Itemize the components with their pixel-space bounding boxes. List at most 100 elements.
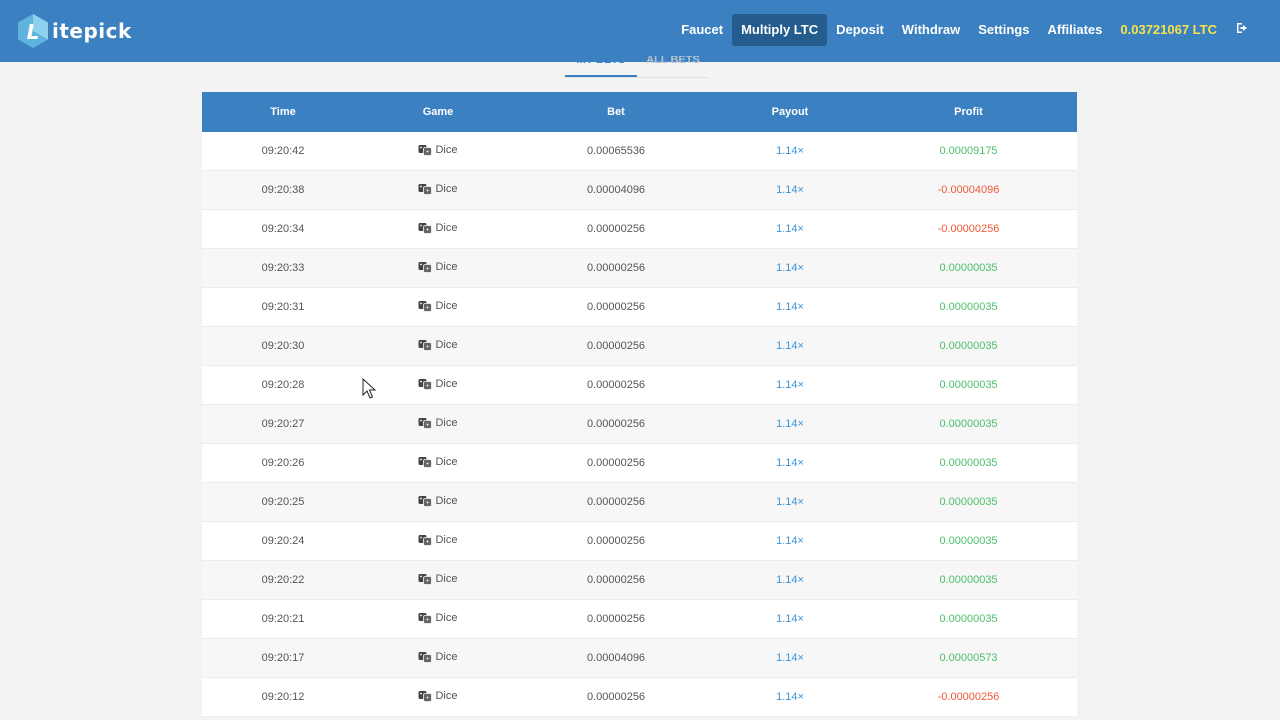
column-header-bet: Bet (607, 106, 625, 118)
bet-profit: -0.00000256 (937, 691, 1000, 703)
dice-icon (418, 690, 433, 702)
bet-game: Dice (364, 612, 512, 627)
game-name: Dice (435, 143, 458, 156)
bet-game: Dice (364, 300, 512, 315)
game-name: Dice (435, 650, 458, 663)
logout-button[interactable] (1226, 14, 1260, 46)
bet-time: 09:20:21 (261, 613, 305, 625)
nav-affiliates[interactable]: Affiliates (1047, 22, 1103, 37)
table-row: 09:20:33 Dice 0.00000256 1.14× 0.00000035 (202, 249, 1077, 288)
dice-icon (418, 651, 433, 663)
tab-all-bets[interactable]: ALL BETS (646, 56, 700, 66)
dice-icon (418, 183, 433, 195)
table-row: 09:20:42 Dice 0.00065536 1.14× 0.00009175 (202, 132, 1077, 171)
bet-game: Dice (364, 573, 512, 588)
game-name: Dice (435, 338, 458, 351)
bet-payout: 1.14× (776, 418, 804, 430)
bet-payout: 1.14× (776, 457, 804, 469)
game-name: Dice (435, 299, 458, 312)
bet-time: 09:20:34 (261, 223, 305, 235)
litecoin-hexagon-icon: L (16, 13, 50, 49)
bet-time: 09:20:31 (261, 301, 305, 313)
game-name: Dice (435, 416, 458, 429)
nav-settings[interactable]: Settings (978, 22, 1030, 37)
bet-profit: 0.00000035 (939, 574, 998, 586)
game-name: Dice (435, 494, 458, 507)
dice-icon (418, 378, 433, 390)
balance-display: 0.03721067 LTC (1120, 22, 1217, 37)
bet-payout: 1.14× (776, 184, 804, 196)
bet-game: Dice (364, 378, 512, 393)
nav-deposit[interactable]: Deposit (836, 22, 884, 37)
bet-amount: 0.00000256 (586, 535, 646, 547)
table-row: 09:20:28 Dice 0.00000256 1.14× 0.00000035 (202, 366, 1077, 405)
bet-profit: 0.00000573 (939, 652, 998, 664)
game-name: Dice (435, 611, 458, 624)
bet-amount: 0.00000256 (586, 223, 646, 235)
bet-amount: 0.00004096 (586, 184, 646, 196)
bet-time: 09:20:38 (261, 184, 305, 196)
dice-icon (418, 339, 433, 351)
bet-time: 09:20:17 (261, 652, 305, 664)
dice-icon (418, 300, 433, 312)
game-name: Dice (435, 221, 458, 234)
table-row: 09:20:34 Dice 0.00000256 1.14× -0.00000256 (202, 210, 1077, 249)
bet-payout: 1.14× (776, 301, 804, 313)
bet-amount: 0.00000256 (586, 574, 646, 586)
game-name: Dice (435, 572, 458, 585)
table-row: 09:20:27 Dice 0.00000256 1.14× 0.00000035 (202, 405, 1077, 444)
bet-profit: 0.00000035 (939, 418, 998, 430)
bet-game: Dice (364, 261, 512, 276)
bet-profit: 0.00000035 (939, 496, 998, 508)
bet-game: Dice (364, 339, 512, 354)
game-name: Dice (435, 689, 458, 702)
bet-game: Dice (364, 222, 512, 237)
bet-payout: 1.14× (776, 613, 804, 625)
dice-icon (418, 495, 433, 507)
bet-payout: 1.14× (776, 340, 804, 352)
table-row: 09:20:30 Dice 0.00000256 1.14× 0.00000035 (202, 327, 1077, 366)
table-row: 09:20:22 Dice 0.00000256 1.14× 0.00000035 (202, 561, 1077, 600)
bet-payout: 1.14× (776, 223, 804, 235)
nav-multiply-ltc[interactable]: Multiply LTC (732, 14, 828, 46)
bet-payout: 1.14× (776, 379, 804, 391)
top-navbar: L itepick Faucet Multiply LTC Deposit Wi… (0, 0, 1280, 62)
bet-time: 09:20:22 (261, 574, 305, 586)
bet-time: 09:20:25 (261, 496, 305, 508)
dice-icon (418, 456, 433, 468)
bets-table: Time Game Bet Payout Profit 09:20:42 Dice… (202, 92, 1077, 717)
game-name: Dice (435, 455, 458, 468)
table-row: 09:20:25 Dice 0.00000256 1.14× 0.00000035 (202, 483, 1077, 522)
tab-my-bets[interactable]: MY BETS (565, 56, 637, 77)
site-logo[interactable]: L itepick (16, 12, 132, 50)
bet-time: 09:20:33 (261, 262, 305, 274)
bet-time: 09:20:24 (261, 535, 305, 547)
nav-withdraw[interactable]: Withdraw (901, 22, 961, 37)
bet-amount: 0.00004096 (586, 652, 646, 664)
column-header-payout: Payout (771, 106, 809, 118)
game-name: Dice (435, 260, 458, 273)
column-header-profit: Profit (954, 106, 983, 118)
dice-icon (418, 417, 433, 429)
bet-amount: 0.00000256 (586, 262, 646, 274)
bets-tabs: MY BETS ALL BETS (565, 56, 709, 78)
dice-icon (418, 144, 433, 156)
table-row: 09:20:31 Dice 0.00000256 1.14× 0.00000035 (202, 288, 1077, 327)
bet-game: Dice (364, 417, 512, 432)
bet-amount: 0.00000256 (586, 418, 646, 430)
svg-text:L: L (27, 20, 40, 44)
bet-payout: 1.14× (776, 652, 804, 664)
bet-payout: 1.14× (776, 535, 804, 547)
table-row: 09:20:21 Dice 0.00000256 1.14× 0.00000035 (202, 600, 1077, 639)
mouse-cursor-icon (362, 377, 377, 400)
nav-faucet[interactable]: Faucet (681, 22, 724, 37)
column-header-time: Time (270, 106, 296, 118)
bet-game: Dice (364, 183, 512, 198)
table-header: Time Game Bet Payout Profit (202, 92, 1077, 132)
main-nav: Faucet Multiply LTC Deposit Withdraw Set… (672, 14, 1280, 46)
bet-amount: 0.00000256 (586, 379, 646, 391)
bet-profit: 0.00000035 (939, 613, 998, 625)
bet-payout: 1.14× (776, 262, 804, 274)
table-row: 09:20:12 Dice 0.00000256 1.14× -0.00000256 (202, 678, 1077, 717)
dice-icon (418, 612, 433, 624)
